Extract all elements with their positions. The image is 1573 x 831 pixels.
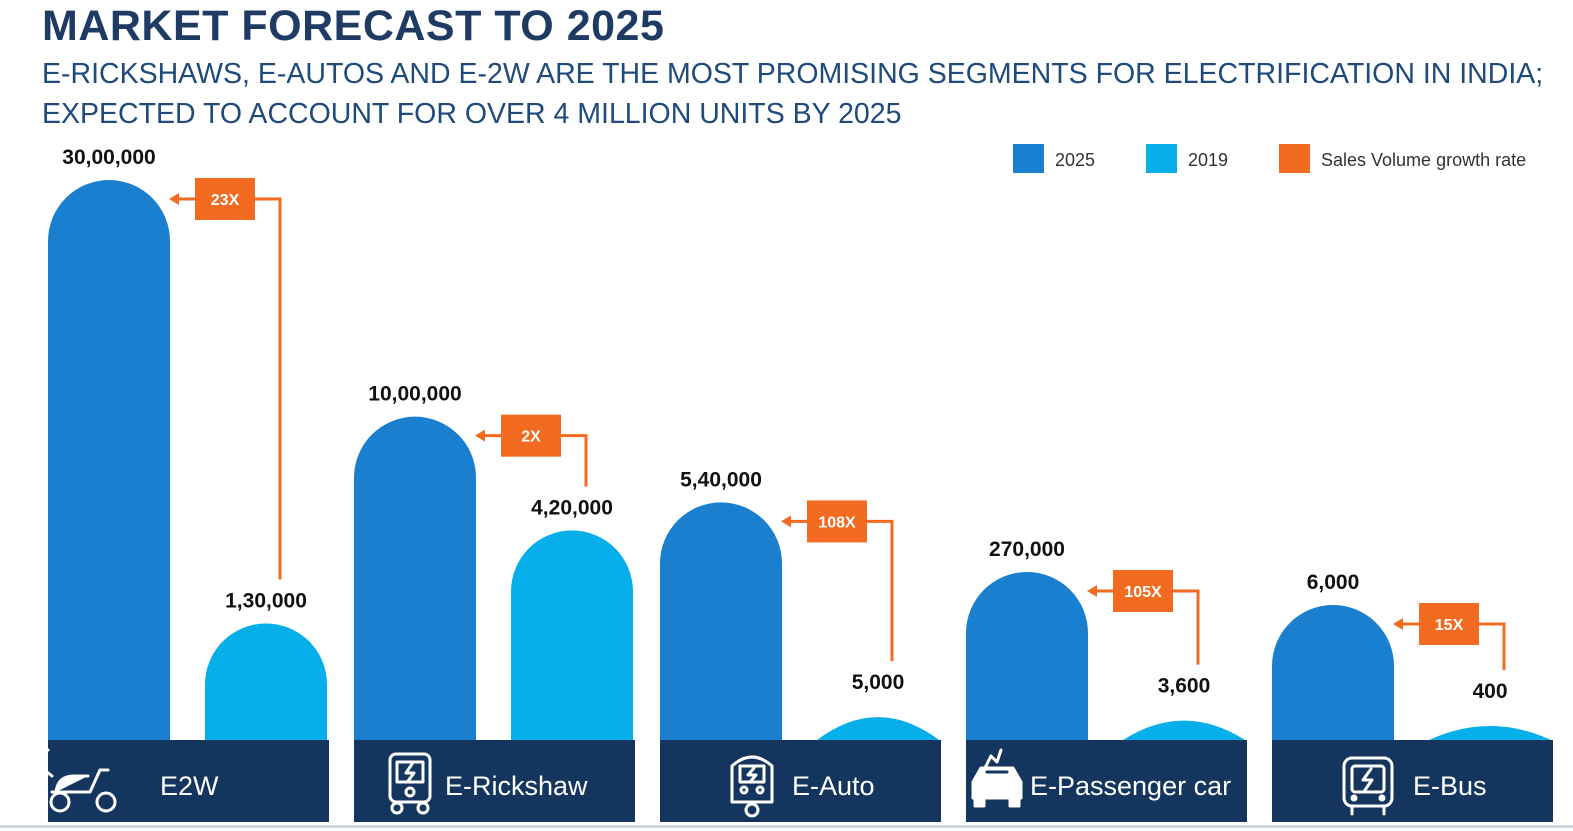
- growth-badge-3: [1113, 570, 1173, 612]
- rickshaw-icon: [388, 752, 432, 815]
- chart-subtitle-line-2: EXPECTED TO ACCOUNT FOR OVER 4 MILLION U…: [42, 98, 902, 130]
- growth-arrowhead-1: [475, 429, 485, 442]
- category-label-2: E-Auto: [792, 771, 875, 801]
- category-label-3: E-Passenger car: [1030, 771, 1231, 801]
- growth-arrowhead-2: [781, 515, 791, 528]
- bar-2019-0: [205, 623, 327, 740]
- growth-badge-1: [501, 414, 561, 457]
- group-e-auto: 5,40,000 5,000 108X E-Auto: [660, 468, 941, 822]
- group-e-passenger-car: 270,000 3,600 105X E-Passenger car: [966, 538, 1247, 822]
- bar-2019-2: [817, 717, 939, 740]
- legend: 2025 2019 Sales Volume growth rate: [1013, 144, 1526, 173]
- growth-badge-0: [195, 178, 255, 220]
- growth-arrowhead-4: [1393, 618, 1403, 630]
- growth-rate-label-3: 105X: [1124, 584, 1162, 601]
- legend-growth-rate: Sales Volume growth rate: [1279, 144, 1526, 173]
- bar-2019-3: [1123, 720, 1245, 740]
- value-label-2019-0: 1,30,000: [225, 589, 307, 612]
- category-label-1: E-Rickshaw: [445, 771, 588, 801]
- chart-subtitle-line-1: E-RICKSHAWS, E-AUTOS AND E-2W ARE THE MO…: [42, 58, 1544, 90]
- scooter-icon: [34, 748, 117, 813]
- value-label-2019-4: 400: [1472, 680, 1507, 703]
- value-label-2019-1: 4,20,000: [531, 496, 613, 519]
- growth-arrowhead-0: [169, 193, 179, 205]
- growth-connector-3: [1173, 589, 1200, 665]
- group-e-rickshaw: 10,00,000 4,20,000 2X E-Rickshaw: [354, 383, 635, 822]
- legend-2019-swatch: [1146, 144, 1177, 173]
- bar-2025-1: [354, 416, 476, 740]
- auto-icon: [730, 755, 774, 818]
- group-e-bus: 6,000 400 15X E-Bus: [1272, 571, 1553, 822]
- legend-growth-rate-label: Sales Volume growth rate: [1321, 150, 1526, 170]
- value-label-2025-1: 10,00,000: [368, 383, 461, 406]
- legend-2025: 2025: [1013, 144, 1095, 173]
- value-label-2019-3: 3,600: [1158, 675, 1211, 698]
- growth-connector-0: [255, 197, 282, 580]
- value-label-2025-2: 5,40,000: [680, 468, 762, 491]
- bar-2025-0: [48, 180, 170, 740]
- category-band-4: [1272, 740, 1553, 822]
- bar-2025-2: [660, 502, 782, 740]
- growth-rate-label-2: 108X: [818, 514, 856, 531]
- growth-badge-4: [1419, 603, 1479, 645]
- group-e2w: 30,00,000 1,30,000 23X E2W: [34, 146, 329, 822]
- legend-2019-label: 2019: [1188, 150, 1228, 170]
- chart-title: MARKET FORECAST TO 2025: [42, 2, 665, 50]
- category-band-2: [660, 740, 941, 822]
- car-icon: [971, 748, 1023, 808]
- category-label-0: E2W: [160, 771, 219, 801]
- legend-2019: 2019: [1146, 144, 1228, 173]
- growth-connector-1: [561, 434, 588, 487]
- legend-2025-label: 2025: [1055, 150, 1095, 170]
- bus-icon: [1342, 756, 1394, 816]
- category-label-4: E-Bus: [1413, 771, 1487, 801]
- growth-rate-label-4: 15X: [1435, 617, 1464, 634]
- bar-2025-3: [966, 572, 1088, 740]
- growth-rate-label-0: 23X: [211, 192, 240, 209]
- value-label-2019-2: 5,000: [852, 671, 905, 694]
- bar-2019-4: [1429, 726, 1551, 740]
- value-label-2025-3: 270,000: [989, 538, 1065, 561]
- growth-connector-2: [867, 519, 894, 662]
- bar-2025-4: [1272, 605, 1394, 740]
- legend-growth-rate-swatch: [1279, 144, 1310, 173]
- value-label-2025-0: 30,00,000: [62, 146, 155, 169]
- legend-2025-swatch: [1013, 144, 1044, 173]
- bar-2019-1: [511, 530, 633, 740]
- bottom-divider: [0, 825, 1573, 828]
- growth-rate-label-1: 2X: [521, 429, 541, 446]
- growth-badge-2: [807, 500, 867, 543]
- growth-arrowhead-3: [1087, 585, 1097, 597]
- value-label-2025-4: 6,000: [1307, 571, 1360, 594]
- growth-connector-4: [1479, 622, 1506, 670]
